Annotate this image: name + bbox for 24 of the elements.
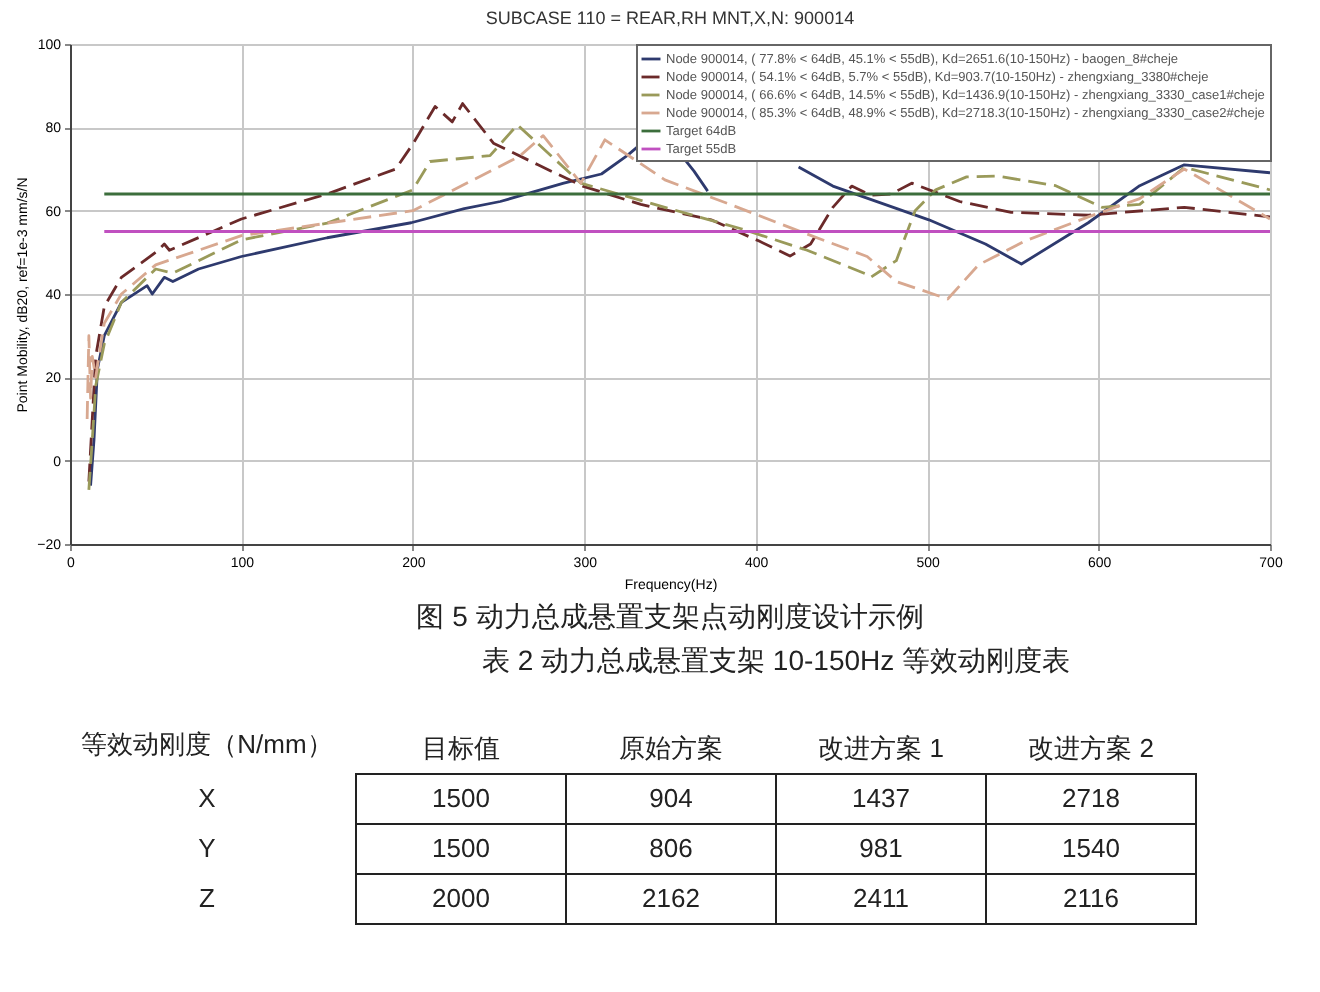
line-series bbox=[85, 134, 1270, 421]
x-tick-label: 改进方案 2 bbox=[1028, 733, 1154, 763]
y-axis-title: 等效动刚度（N/mm） bbox=[81, 729, 333, 759]
data-label: 2718 bbox=[1062, 783, 1120, 813]
data-label: 1500 bbox=[432, 783, 490, 813]
data-label: 2411 bbox=[853, 883, 909, 913]
x-tick-label: 原始方案 bbox=[619, 733, 723, 763]
caption: 图 5 动力总成悬置支架点动刚度设计示例 bbox=[416, 600, 924, 632]
data-label: 2116 bbox=[1063, 883, 1119, 913]
x-tick-label: 目标值 bbox=[422, 733, 500, 763]
data-label: 1437 bbox=[852, 783, 910, 813]
y-tick-label: Y bbox=[198, 833, 217, 863]
data-label: 2162 bbox=[642, 883, 700, 913]
data-label: 904 bbox=[649, 783, 693, 813]
chart-title: SUBCASE 110 = REAR,RH MNT,X,N: 900014 bbox=[485, 8, 855, 28]
x-tick-label: 改进方案 1 bbox=[818, 733, 944, 763]
data-label: 981 bbox=[859, 833, 903, 863]
chart-title: 表 2 动力总成悬置支架 10-150Hz 等效动刚度表 bbox=[481, 644, 1071, 676]
y-tick-label: X bbox=[198, 783, 217, 813]
data-label: 806 bbox=[649, 833, 693, 863]
data-label: 1500 bbox=[432, 833, 490, 863]
data-label: 2000 bbox=[432, 883, 490, 913]
y-tick-label: Z bbox=[199, 883, 216, 913]
data-label: 1540 bbox=[1062, 833, 1120, 863]
